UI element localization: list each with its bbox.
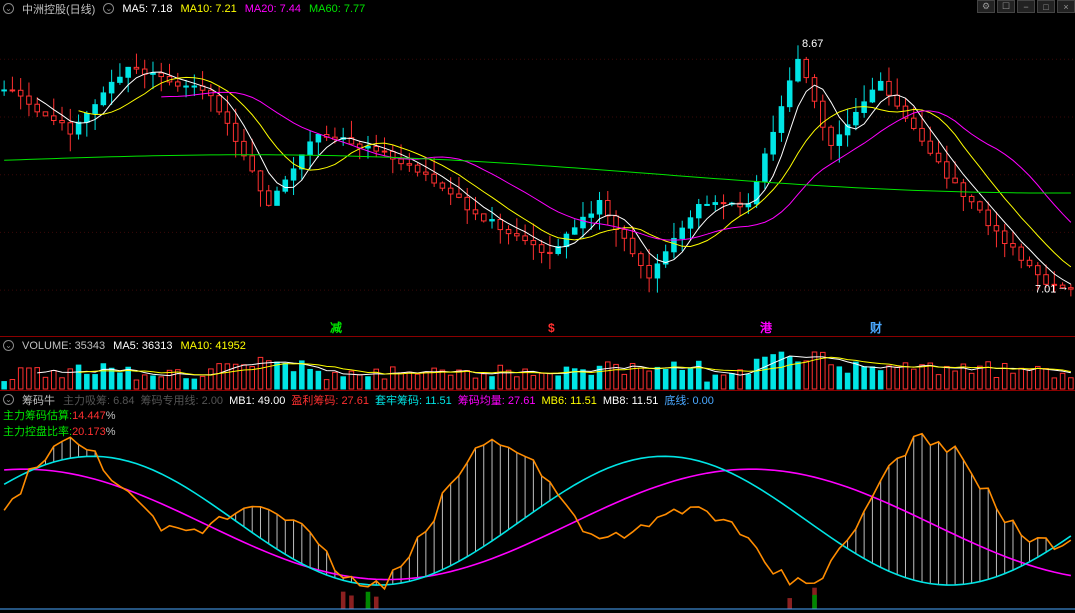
svg-text:→: → [1057, 280, 1069, 294]
svg-text:$: $ [548, 321, 555, 335]
svg-text:7.01: 7.01 [1035, 284, 1056, 296]
indicator-labels: 主力吸筹: 6.84筹码专用线: 2.00MB1: 49.00盈利筹码: 27.… [63, 392, 720, 408]
svg-text:财: 财 [869, 320, 882, 335]
stock-title: 中洲控股(日线) [22, 1, 95, 17]
indicator-panel[interactable]: ⌄ 筹码牛 主力吸筹: 6.84筹码专用线: 2.00MB1: 49.00盈利筹… [0, 391, 1075, 613]
ma-labels: MA5: 7.18MA10: 7.21MA20: 7.44MA60: 7.77 [122, 3, 373, 15]
svg-text:减: 减 [330, 320, 342, 335]
candlestick-chart[interactable]: 8.67 7.01→ 减 $ 港 财 [0, 0, 1075, 337]
collapse-icon[interactable]: ⌄ [103, 3, 114, 14]
indicator-title: 筹码牛 [22, 392, 55, 408]
volume-panel[interactable]: ⌄ VOLUME: 35343MA5: 36313MA10: 41952 [0, 337, 1075, 391]
collapse-icon[interactable]: ⌄ [3, 394, 14, 405]
main-header: ⌄ 中洲控股(日线) ⌄ MA5: 7.18MA10: 7.21MA20: 7.… [0, 1, 1075, 16]
volume-labels: VOLUME: 35343MA5: 36313MA10: 41952 [22, 340, 254, 352]
svg-text:港: 港 [760, 320, 773, 335]
volume-header: ⌄ VOLUME: 35343MA5: 36313MA10: 41952 [0, 338, 1075, 353]
indicator-subheader: 主力筹码估算:14.447%主力控盘比率:20.173% [3, 407, 1075, 439]
collapse-icon[interactable]: ⌄ [3, 3, 14, 14]
collapse-icon[interactable]: ⌄ [3, 340, 14, 351]
svg-text:8.67: 8.67 [802, 38, 823, 50]
candlestick-panel[interactable]: ⌄ 中洲控股(日线) ⌄ MA5: 7.18MA10: 7.21MA20: 7.… [0, 0, 1075, 337]
indicator-header: ⌄ 筹码牛 主力吸筹: 6.84筹码专用线: 2.00MB1: 49.00盈利筹… [0, 392, 1075, 407]
